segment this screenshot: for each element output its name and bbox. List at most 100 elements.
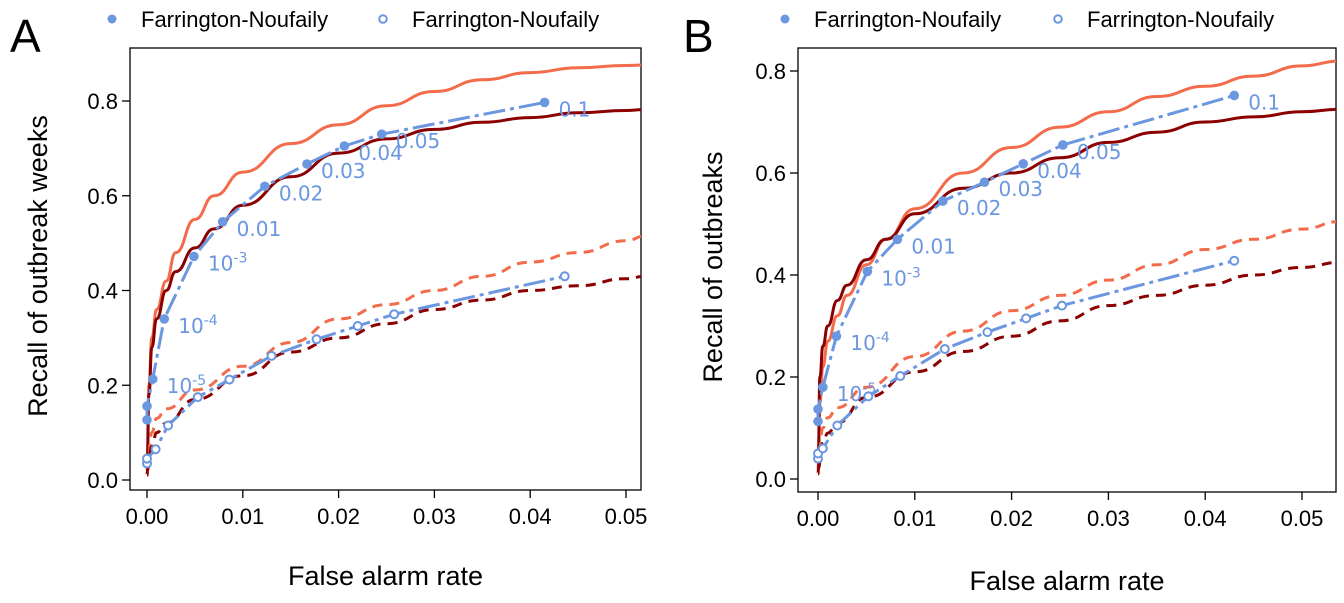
x-tick-label: 0.02: [990, 506, 1033, 531]
point-open: [863, 391, 874, 402]
point-filled: [142, 415, 152, 425]
legend-marker-filled: [780, 14, 790, 24]
point-filled: [539, 97, 550, 108]
y-tick-label: 0.2: [755, 365, 786, 390]
threshold-label-exp: -4: [204, 313, 218, 329]
point-open: [1229, 255, 1240, 266]
point-open: [389, 309, 400, 320]
legend-label: Farrington-Noufaily: [141, 7, 328, 32]
point-filled: [938, 196, 948, 206]
point-filled: [1018, 159, 1029, 169]
plot-frame: [129, 47, 642, 491]
threshold-label: 10-3: [881, 265, 920, 290]
point-open: [142, 453, 152, 464]
point-filled: [159, 314, 170, 324]
point-open: [895, 370, 906, 381]
point-open: [352, 321, 363, 332]
x-tick-label: 0.01: [221, 504, 264, 529]
panel-letter: A: [10, 10, 41, 62]
legend-marker-open: [378, 14, 388, 24]
threshold-label-base: 10: [178, 314, 203, 338]
threshold-label: 10-5: [167, 373, 206, 398]
x-tick-label: 0.05: [605, 504, 648, 529]
threshold-label-base: 0.1: [559, 97, 591, 121]
threshold-label: 0.02: [957, 196, 1002, 220]
threshold-label-base: 0.05: [396, 129, 441, 153]
point-open: [1021, 313, 1032, 324]
point-filled: [147, 374, 158, 384]
point-filled: [979, 177, 990, 187]
legend-marker-open: [1053, 14, 1063, 24]
threshold-label-base: 0.02: [957, 196, 1002, 220]
point-open: [1056, 300, 1067, 311]
threshold-label-base: 10: [208, 251, 233, 275]
threshold-label-base: 10: [837, 382, 862, 406]
threshold-label: 0.1: [1248, 90, 1280, 114]
point-open: [832, 420, 843, 431]
x-tick-label: 0.00: [126, 504, 169, 529]
series-line-dashed-light-red: [145, 234, 641, 472]
panel-letter: B: [683, 10, 714, 62]
threshold-label-base: 0.03: [998, 177, 1043, 201]
series-line-solid-dark-red: [145, 108, 641, 477]
threshold-label-base: 0.01: [911, 234, 956, 258]
point-filled: [892, 234, 903, 245]
threshold-label: 10-4: [178, 313, 218, 338]
point-open: [982, 327, 993, 338]
threshold-label: 0.04: [1037, 159, 1082, 183]
threshold-label: 0.05: [1077, 140, 1122, 164]
y-tick-label: 0.0: [755, 467, 786, 492]
threshold-label-base: 0.02: [279, 181, 324, 205]
threshold-label-base: 10: [850, 331, 875, 355]
point-filled: [1058, 140, 1068, 150]
series-line-solid-light-red: [816, 59, 1336, 471]
threshold-label-base: 0.04: [358, 141, 403, 165]
point-filled: [818, 382, 828, 393]
legend-label: Farrington-Noufaily: [814, 7, 1001, 32]
point-filled: [302, 159, 312, 169]
threshold-label: 10-5: [837, 381, 876, 406]
legend-label: Farrington-Noufaily: [1087, 7, 1274, 32]
threshold-label-base: 0.04: [1037, 159, 1082, 183]
y-tick-label: 0.4: [87, 279, 118, 304]
series-line-blue-filled: [816, 94, 1235, 422]
x-axis-label: False alarm rate: [288, 561, 483, 591]
x-tick-label: 0.04: [509, 504, 552, 529]
x-tick-label: 0.00: [797, 506, 840, 531]
threshold-label: 0.03: [998, 177, 1043, 201]
panel-a: A0.00 0.01 0.02 0.03 0.04 0.050.00.20.40.60.8…: [10, 7, 647, 591]
y-tick-label: 0.2: [87, 373, 118, 398]
threshold-label: 0.03: [321, 159, 366, 183]
point-filled: [1229, 90, 1240, 101]
point-filled: [142, 401, 152, 411]
threshold-label: 0.02: [279, 181, 324, 205]
threshold-label: 0.04: [358, 141, 403, 165]
threshold-label-exp: -5: [192, 373, 206, 389]
threshold-label-exp: -4: [876, 330, 890, 346]
threshold-label-base: 0.01: [237, 217, 282, 241]
legend-label: Farrington-Noufaily: [412, 7, 599, 32]
series-line-dashed-dark-red: [145, 275, 641, 472]
point-open: [817, 443, 828, 454]
point-filled: [862, 266, 873, 277]
threshold-label: 0.05: [396, 129, 441, 153]
point-filled: [813, 404, 823, 414]
threshold-label: 10-3: [208, 250, 247, 275]
threshold-label-base: 0.03: [321, 159, 366, 183]
threshold-label: 10-4: [850, 330, 890, 355]
point-open: [192, 392, 203, 403]
y-axis-label: Recall of outbreak weeks: [23, 115, 53, 417]
point-open: [266, 350, 277, 361]
threshold-label-base: 10: [167, 374, 192, 398]
point-filled: [376, 129, 387, 139]
threshold-label-exp: -5: [862, 381, 876, 397]
point-open: [939, 343, 950, 354]
x-tick-label: 0.04: [1184, 506, 1227, 531]
threshold-label: 0.01: [237, 217, 282, 241]
x-axis-label: False alarm rate: [969, 566, 1164, 596]
point-filled: [831, 331, 842, 342]
threshold-label-exp: -3: [907, 265, 921, 281]
series-line-solid-light-red: [145, 63, 641, 472]
threshold-label-exp: -3: [233, 250, 247, 266]
